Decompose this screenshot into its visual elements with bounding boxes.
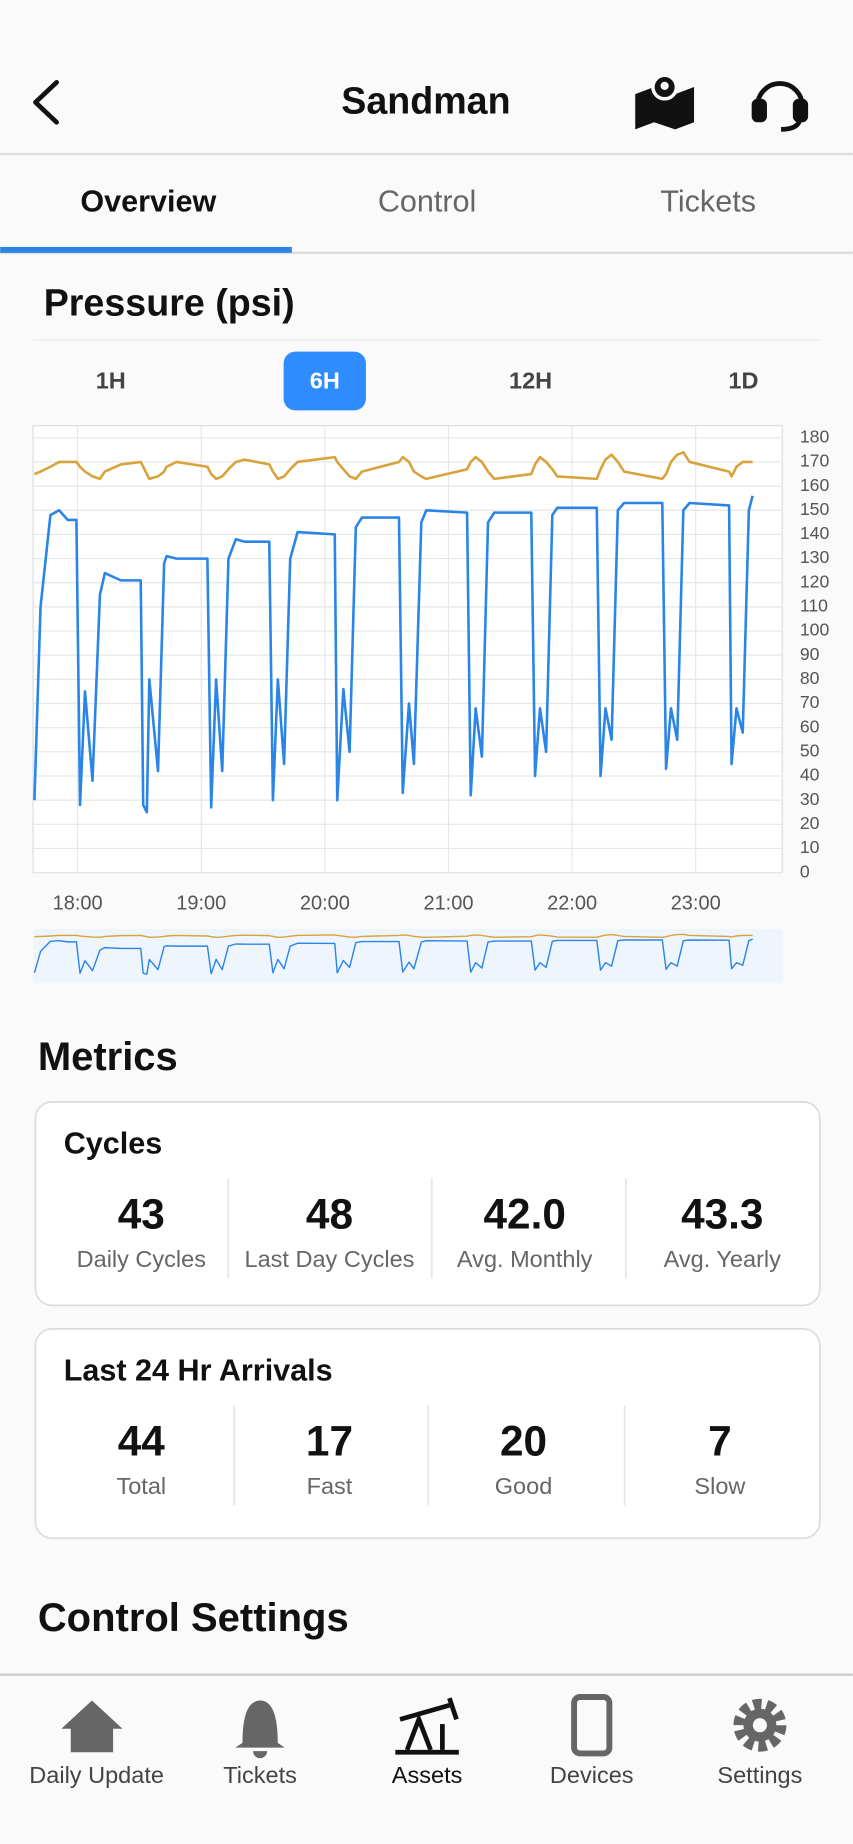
y-tick-label: 90 (800, 644, 820, 664)
support-button[interactable] (751, 81, 809, 132)
metric-cards: Cycles 43 Daily Cycles 48 Last Day Cycles 42.… (34, 1101, 821, 1540)
section-title: Pressure (psi) (44, 282, 295, 324)
plot: 0 10 20 30 40 50 60 70 80 90 100 110 120 130 140 150 160… (33, 425, 830, 975)
card-title: Cycles (64, 1127, 163, 1161)
y-tick-label: 40 (800, 765, 820, 785)
tab[interactable]: Tickets (660, 185, 756, 219)
bottom-nav (0, 1674, 853, 1844)
tab[interactable]: Overview (80, 185, 216, 219)
navigator-line (33, 938, 753, 975)
section-title: Metrics (38, 1035, 178, 1079)
y-tick-label: 80 (800, 668, 820, 688)
nav-label[interactable]: Daily Update (29, 1762, 164, 1788)
back-button[interactable] (33, 79, 59, 125)
line (33, 495, 754, 814)
navigator[interactable] (33, 929, 783, 984)
plot-area (32, 425, 783, 874)
x-tick-label: 20:00 (300, 893, 350, 915)
y-tick-label: 0 (800, 861, 810, 881)
metric-label: Total (116, 1473, 166, 1499)
device-icon[interactable] (571, 1694, 613, 1757)
range-button-selected[interactable] (283, 351, 366, 411)
metric-value: 20 (500, 1417, 547, 1464)
navigator-line (34, 933, 753, 938)
x-tick-label: 21:00 (423, 893, 473, 915)
y-tick-label: 150 (800, 499, 830, 519)
bell-icon[interactable] (235, 1700, 285, 1759)
nav-label[interactable]: Tickets (223, 1762, 297, 1788)
y-tick-label: 130 (800, 547, 830, 567)
y-tick-label: 100 (800, 620, 830, 640)
header-title: Sandman (341, 79, 510, 121)
range-button[interactable]: 6H (310, 367, 340, 393)
metric-label: Good (495, 1473, 553, 1499)
tab[interactable]: Control (378, 185, 477, 219)
y-tick-label: 120 (800, 571, 830, 591)
metric-value: 7 (708, 1417, 732, 1464)
map-button[interactable] (635, 73, 695, 130)
range-button[interactable]: 1H (96, 367, 126, 393)
y-tick-label: 110 (800, 596, 828, 616)
gear-icon[interactable] (733, 1698, 787, 1752)
x-tick-label: 18:00 (53, 893, 103, 915)
tab-indicator (0, 246, 292, 253)
y-tick-label: 20 (800, 813, 820, 833)
metric-value: 43 (118, 1190, 165, 1237)
pumpjack-icon[interactable] (395, 1697, 459, 1755)
x-tick-label: 19:00 (176, 893, 226, 915)
metric-value: 43.3 (681, 1190, 763, 1237)
y-tick-label: 140 (800, 523, 830, 543)
metric-card (34, 1101, 821, 1307)
card-title: Last 24 Hr Arrivals (64, 1353, 333, 1387)
metric-value: 42.0 (484, 1190, 566, 1237)
metric-value: 17 (306, 1417, 353, 1464)
y-tick-label: 160 (800, 475, 830, 495)
metric-label: Last Day Cycles (245, 1246, 415, 1272)
range-button[interactable]: 1D (728, 367, 758, 393)
range-button[interactable]: 12H (509, 367, 552, 393)
metric-value: 44 (118, 1417, 166, 1464)
y-tick-label: 60 (800, 716, 820, 736)
home-icon[interactable] (61, 1700, 123, 1753)
metric-label: Avg. Monthly (457, 1246, 593, 1272)
y-tick-label: 50 (800, 740, 820, 760)
nav-label[interactable]: Settings (717, 1762, 802, 1788)
y-tick-label: 180 (800, 426, 830, 446)
nav-label[interactable]: Assets (392, 1762, 463, 1788)
metric-label: Fast (307, 1473, 353, 1499)
metric-label: Daily Cycles (77, 1246, 206, 1272)
line (33, 451, 753, 481)
y-tick-label: 30 (800, 789, 820, 809)
x-tick-label: 23:00 (671, 893, 721, 915)
y-tick-label: 70 (800, 692, 820, 712)
metric-label: Slow (694, 1473, 746, 1499)
y-tick-label: 170 (800, 451, 830, 471)
y-tick-label: 10 (800, 837, 820, 857)
metric-label: Avg. Yearly (664, 1246, 781, 1272)
nav-label[interactable]: Devices (550, 1762, 634, 1788)
x-tick-label: 22:00 (547, 893, 597, 915)
metric-value: 48 (306, 1190, 353, 1237)
section-title: Control Settings (38, 1596, 349, 1640)
